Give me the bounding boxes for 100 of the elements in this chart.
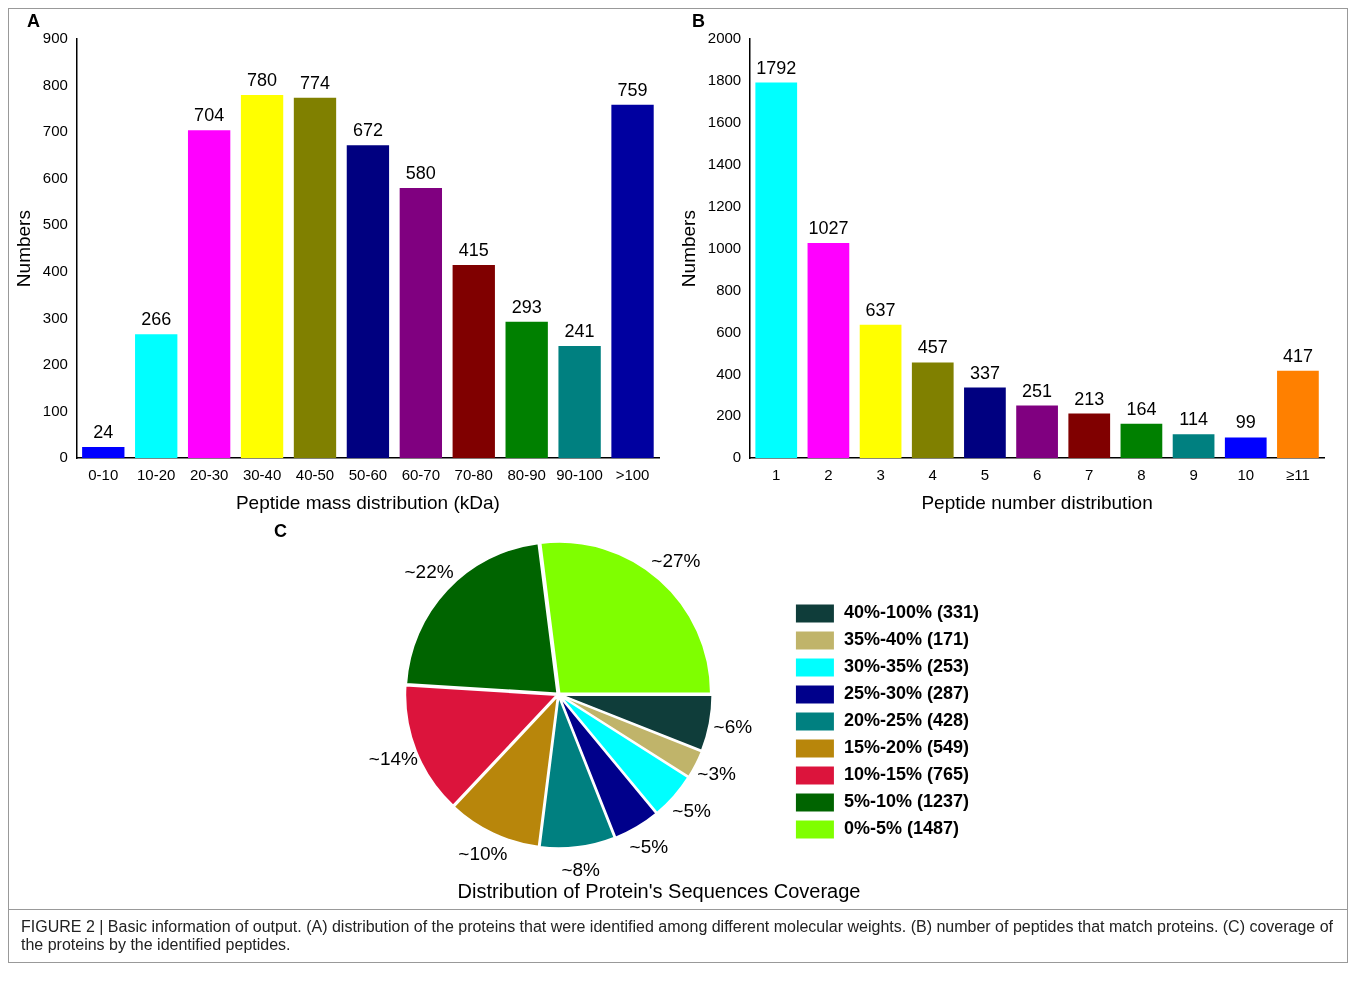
y-tick-label: 0 [59,448,68,466]
y-tick-label: 1000 [707,238,742,256]
bar [293,97,337,459]
data-label: 251 [1022,380,1053,401]
y-tick-label: 0 [732,448,742,466]
legend-label: 20%-25% (428) [843,710,969,731]
bar [187,130,231,459]
x-tick-label: 70-80 [454,466,493,484]
bar [135,334,178,459]
bar [399,188,443,459]
x-tick-label: 20-30 [189,466,229,484]
x-tick-label: 2 [824,466,833,484]
data-label: 704 [194,105,225,126]
bar [240,94,284,459]
data-label: ~14% [368,748,419,770]
legend-label: 40%-100% (331) [843,602,980,623]
y-tick-label: 400 [42,262,68,280]
y-tick-label: 100 [42,401,68,419]
y-tick-label: 1800 [707,71,742,89]
data-label: ~22% [404,561,454,583]
y-tick-label: 300 [42,308,68,326]
y-tick-label: 2000 [707,29,742,47]
data-label: 637 [865,299,896,320]
y-tick-label: 600 [716,322,742,340]
data-label: 580 [405,163,436,184]
y-tick-label: 700 [42,122,68,140]
data-label: 293 [511,296,542,317]
bar [82,447,125,459]
bar [558,345,601,459]
x-tick-label: 80-90 [507,466,546,484]
legend-label: 30%-35% (253) [843,656,969,677]
x-tick-label: 10 [1237,466,1255,484]
y-tick-label: 800 [42,75,68,93]
y-tick-label: 500 [42,215,68,233]
bar [1120,423,1163,459]
data-label: 1792 [756,57,797,78]
x-tick-label: 30-40 [242,466,282,484]
x-tick-label: 6 [1032,466,1042,484]
data-label: 241 [564,320,595,341]
bar [1224,437,1267,459]
data-label: ~8% [561,858,601,880]
caption: FIGURE 2 | Basic information of output. (A) distribution of the proteins that were identified among different molecular weights. (B) number of peptides that match proteins. (C) coverage of the proteins by the identified peptides. [9,909,1347,962]
bar [755,82,798,459]
x-tick-label: 60-70 [401,466,441,484]
x-tick-label: 7 [1085,466,1094,484]
legend-label: 10%-15% (765) [843,764,969,785]
y-axis-title: Numbers [12,210,34,288]
data-label: 337 [969,362,1000,383]
text: B [692,10,705,31]
data-label: ~27% [651,549,701,571]
data-label: 213 [1074,388,1105,409]
x-tick-label: 1 [772,466,781,484]
bar [859,324,902,459]
data-label: ~5% [629,835,669,857]
bar [1172,434,1215,459]
legend-label: 15%-20% (549) [843,737,969,758]
bar [807,242,850,459]
x-tick-label: ≥11 [1286,466,1310,484]
bar [505,321,548,459]
x-tick-label: 3 [876,466,885,484]
x-tick-label: 90-100 [556,466,603,484]
x-axis-title: Peptide number distribution [921,491,1153,513]
data-label: 759 [617,79,648,100]
x-tick-label: 9 [1189,466,1198,484]
y-tick-label: 1600 [707,112,742,130]
x-tick-label: 10-20 [137,466,176,484]
x-axis-title: Peptide mass distribution (kDa) [235,491,500,513]
legend-label: 5%-10% (1237) [843,791,969,812]
data-label: ~10% [458,843,508,865]
y-tick-label: 200 [42,355,68,373]
x-tick-label: >100 [615,466,650,484]
bar [1016,405,1058,459]
x-tick-label: 8 [1137,466,1146,484]
data-label: ~6% [713,715,753,737]
bar [611,104,654,459]
x-tick-label: 4 [928,466,937,484]
y-tick-label: 1200 [707,196,742,214]
data-label: ~3% [697,763,736,785]
text: C [274,520,287,541]
bar [911,362,954,459]
data-label: 774 [299,72,331,93]
data-label: 417 [1282,345,1313,366]
data-label: 672 [352,120,383,141]
text: Distribution of Protein's Sequences Coverage [457,879,861,902]
bar [1068,413,1111,459]
legend-label: 0%-5% (1487) [843,818,959,839]
bar [1277,370,1319,459]
data-label: 24 [93,421,114,442]
data-label: 457 [917,337,948,358]
legend-label: 25%-30% (287) [843,683,969,704]
y-tick-label: 600 [42,168,68,186]
x-tick-label: 5 [980,466,990,484]
y-tick-label: 400 [716,364,742,382]
y-axis-title: Numbers [677,210,699,288]
data-label: 164 [1126,398,1157,419]
text: A [27,10,40,31]
data-label: 1027 [808,217,849,238]
data-label: 780 [247,69,278,90]
y-tick-label: 200 [716,406,742,424]
y-tick-label: 800 [716,280,742,298]
